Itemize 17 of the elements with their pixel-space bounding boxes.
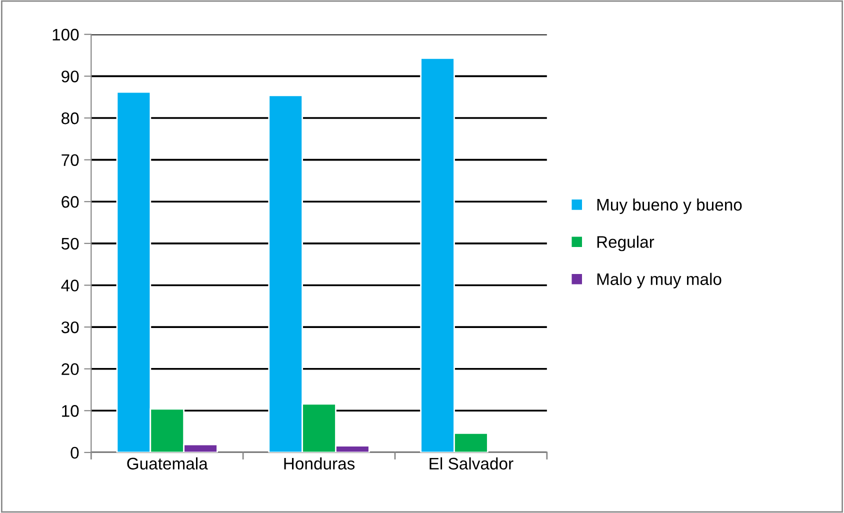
y-tick-label: 30 [61, 321, 79, 334]
y-tick-label: 90 [62, 70, 79, 82]
y-tick-label: 20 [62, 363, 79, 376]
legend-label: Malo y muy malo [597, 272, 722, 288]
x-tick-label: Honduras [284, 457, 355, 470]
y-tick-label: 50 [61, 238, 79, 250]
y-tick-label: 60 [62, 196, 79, 208]
y-tick-label: 40 [61, 280, 79, 292]
y-tick-label: 70 [62, 154, 79, 166]
y-tick-label: 0 [70, 446, 79, 459]
y-tick-label: 80 [62, 112, 79, 124]
y-tick-label: 10 [62, 405, 79, 417]
y-tick-label: 100 [52, 28, 79, 41]
x-tick-label: El Salvador [430, 457, 514, 470]
x-tick-label: Guatemala [127, 457, 208, 470]
legend-label: Muy bueno y bueno [597, 198, 742, 214]
legend-label: Regular [597, 236, 654, 252]
